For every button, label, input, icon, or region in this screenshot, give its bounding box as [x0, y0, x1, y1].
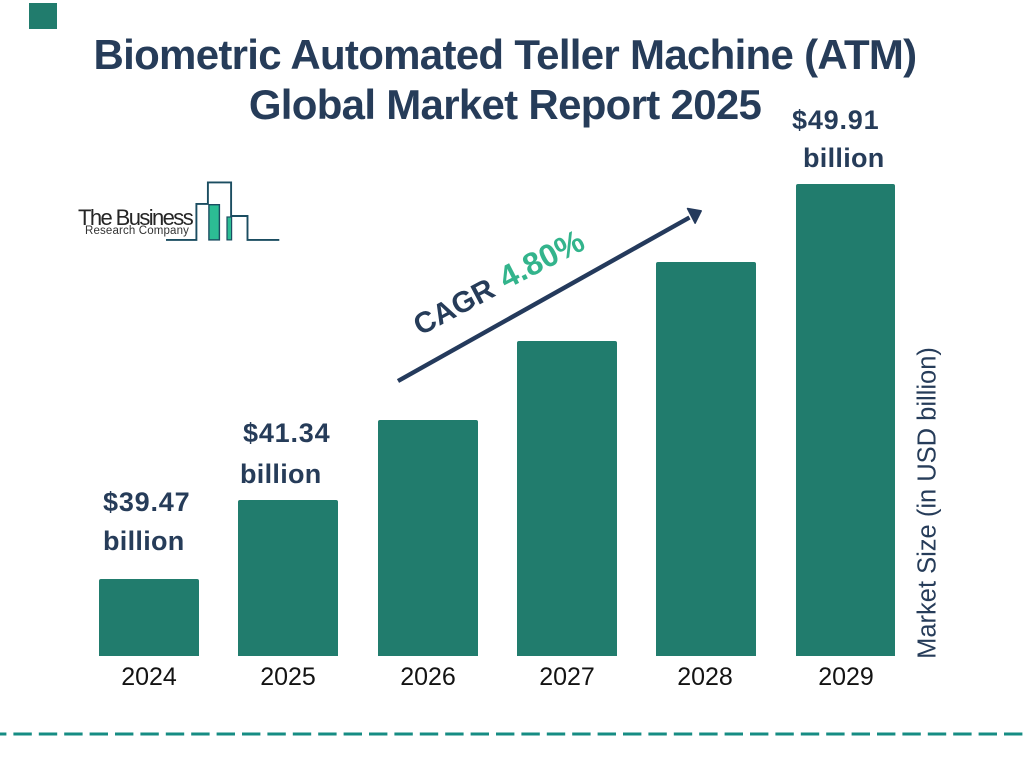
svg-text:4.80%: 4.80% [493, 222, 590, 295]
